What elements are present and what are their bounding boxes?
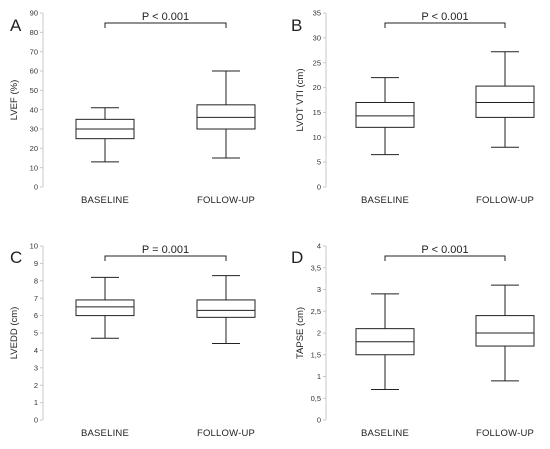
chart-panel-c: C 0 1 2 3 4 5 6 7 8 9 10 LVEDD (cm) BASELINE FOLLOW-UP… (9, 242, 256, 439)
significance-bracket (104, 22, 227, 28)
y-tick-label: 0 (317, 183, 321, 192)
box-follow-up (475, 284, 535, 382)
iqr-box (475, 85, 535, 118)
category-label: BASELINE (361, 428, 409, 439)
category-label: BASELINE (81, 195, 129, 206)
box-follow-up (475, 51, 535, 148)
y-tick-label: 7 (34, 294, 38, 303)
category-label: FOLLOW-UP (476, 195, 534, 206)
y-tick-label: 80 (30, 28, 38, 37)
y-axis-label: LVOT VTI (cm) (295, 69, 306, 132)
box-baseline (75, 276, 135, 339)
p-value-annotation: P < 0.001 (142, 11, 189, 23)
y-tick-label: 60 (30, 67, 38, 76)
chart-panel-b: B 0 5 10 15 20 25 30 35 LVOT VTI (cm) BASELINE FOLL… (291, 9, 535, 206)
y-tick-label: 1 (317, 372, 321, 381)
y-tick-label: 3 (317, 285, 321, 294)
y-tick-label: 30 (313, 33, 321, 42)
chart-panel-d: D 0 0,5 1 1,5 2 2,5 3 3,5 4 TAPSE (cm) BASELINE FOLL… (291, 242, 535, 439)
y-tick-label: 5 (317, 158, 321, 167)
y-tick-label: 30 (30, 125, 38, 134)
y-tick-label: 15 (313, 108, 321, 117)
box-follow-up (196, 275, 256, 344)
iqr-box (196, 299, 256, 318)
y-tick-label: 6 (34, 311, 38, 320)
y-tick-label: 50 (30, 86, 38, 95)
chart-panel-a: A 0 10 20 30 40 50 60 70 80 90 LVEF (%) BASELINE FOLL… (9, 9, 256, 206)
iqr-box (355, 101, 415, 128)
y-tick-label: 2,5 (311, 307, 321, 316)
y-tick-label: 40 (30, 105, 38, 114)
y-axis-label: LVEF (%) (9, 80, 20, 120)
category-label: FOLLOW-UP (476, 428, 534, 439)
y-tick-label: 4 (34, 346, 38, 355)
iqr-box (75, 299, 135, 317)
y-tick-label: 1 (34, 398, 38, 407)
category-label: BASELINE (361, 195, 409, 206)
category-label: BASELINE (81, 428, 129, 439)
y-tick-label: 20 (30, 144, 38, 153)
y-tick-label: 90 (30, 9, 38, 18)
y-tick-label: 9 (34, 259, 38, 268)
p-value-annotation: P = 0.001 (142, 244, 189, 256)
y-tick-label: 10 (313, 133, 321, 142)
y-tick-label: 25 (313, 58, 321, 67)
y-tick-label: 0,5 (311, 394, 321, 403)
significance-bracket (384, 255, 506, 261)
y-tick-label: 3 (34, 363, 38, 372)
y-tick-label: 10 (30, 163, 38, 172)
y-axis-label: TAPSE (cm) (295, 307, 306, 359)
y-tick-label: 2 (34, 381, 38, 390)
box-baseline (75, 107, 135, 163)
panel-letter: C (10, 248, 22, 267)
y-tick-label: 5 (34, 329, 38, 338)
y-tick-label: 0 (317, 416, 321, 425)
p-value-annotation: P < 0.001 (421, 11, 468, 23)
box-follow-up (196, 70, 256, 159)
y-tick-label: 2 (317, 329, 321, 338)
y-tick-label: 3,5 (311, 263, 321, 272)
box-baseline (355, 293, 415, 391)
y-tick-label: 8 (34, 276, 38, 285)
box-baseline (355, 77, 415, 156)
panel-letter: B (291, 16, 302, 35)
y-tick-label: 0 (34, 416, 38, 425)
y-tick-label: 1,5 (311, 350, 321, 359)
p-value-annotation: P < 0.001 (421, 244, 468, 256)
y-tick-label: 35 (313, 9, 321, 18)
significance-bracket (104, 255, 227, 261)
panel-letter: A (10, 16, 22, 35)
iqr-box (475, 315, 535, 347)
category-label: FOLLOW-UP (197, 195, 255, 206)
significance-bracket (384, 22, 506, 28)
y-tick-label: 70 (30, 47, 38, 56)
y-tick-label: 4 (317, 242, 321, 251)
category-label: FOLLOW-UP (197, 428, 255, 439)
y-tick-label: 10 (30, 242, 38, 251)
panel-letter: D (291, 248, 303, 267)
y-tick-label: 0 (34, 183, 38, 192)
y-axis-label: LVEDD (cm) (9, 307, 20, 360)
y-tick-label: 20 (313, 83, 321, 92)
